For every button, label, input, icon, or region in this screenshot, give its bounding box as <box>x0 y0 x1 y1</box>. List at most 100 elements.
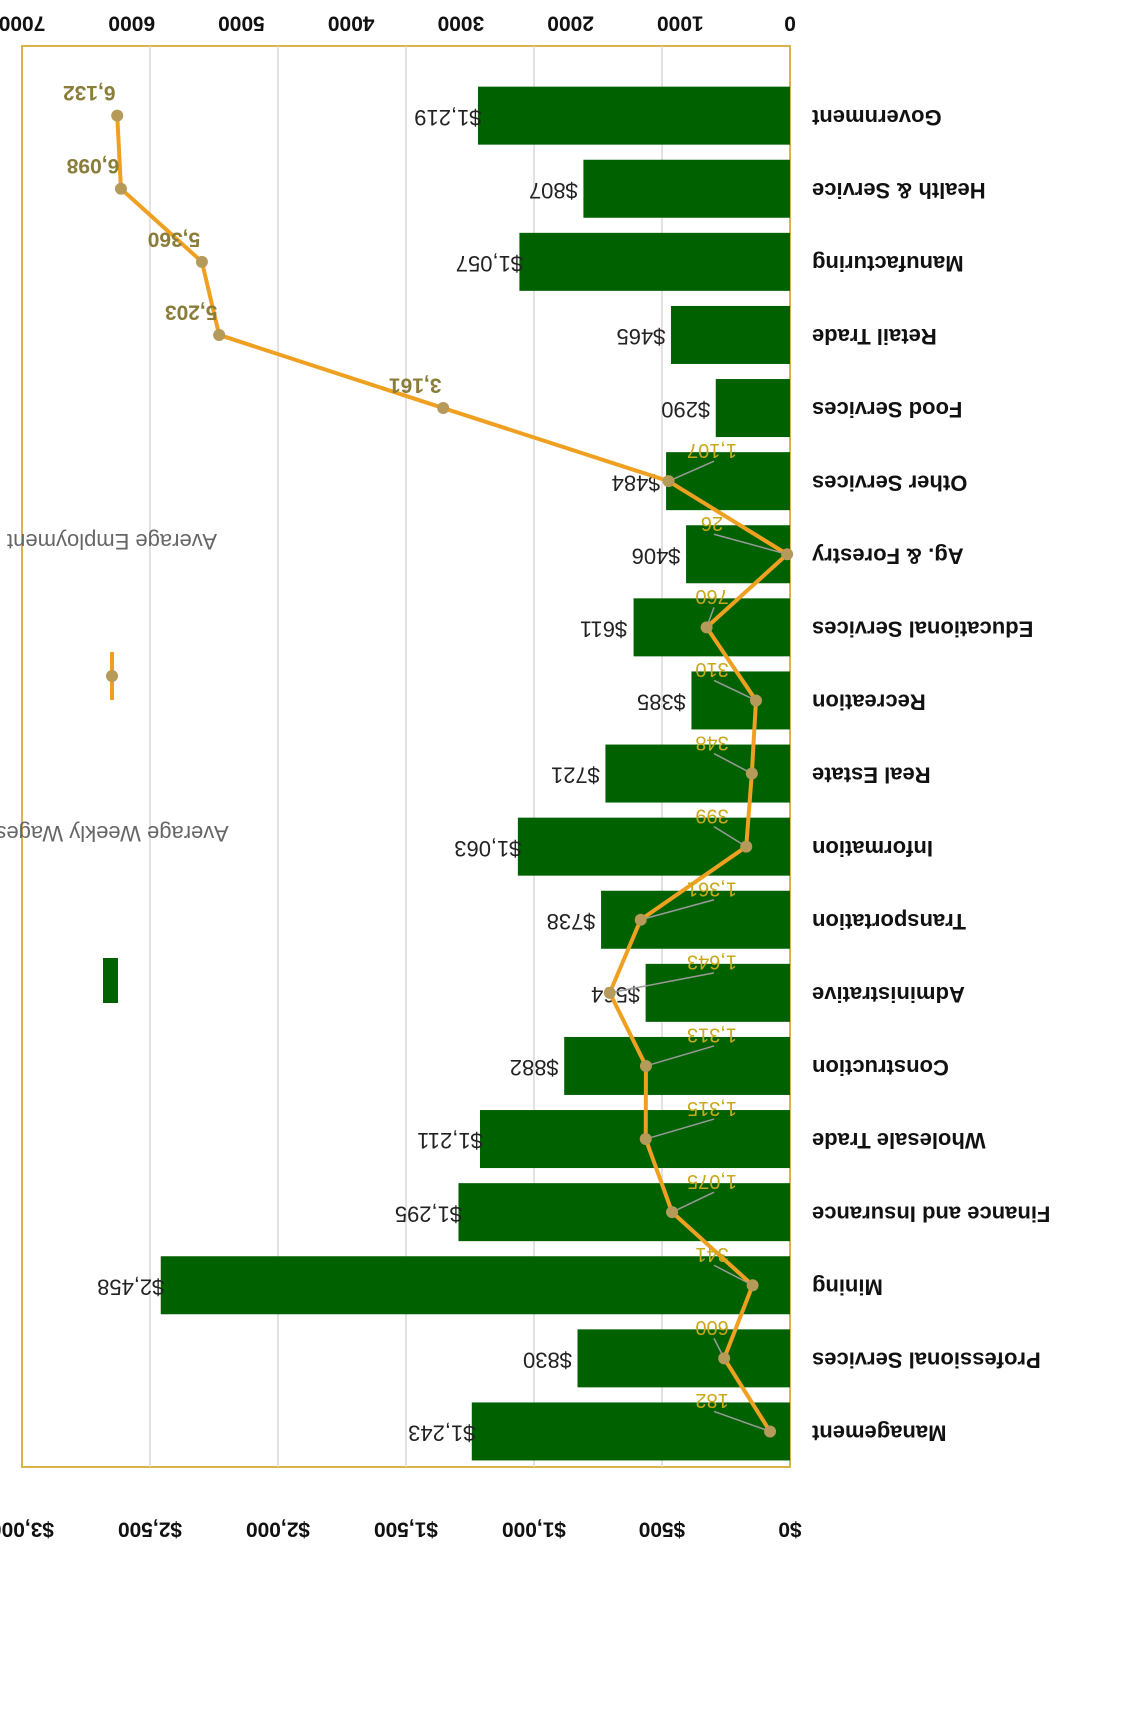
category-label: Retail Trade <box>812 324 937 349</box>
bar <box>666 452 790 511</box>
bar <box>458 1183 790 1242</box>
bar-value-label: $1,243 <box>408 1421 475 1446</box>
legend-swatch-marker <box>106 670 118 682</box>
line-value-label: 399 <box>695 804 728 826</box>
line-value-label: 1,075 <box>687 1170 737 1192</box>
category-label: Construction <box>812 1055 949 1080</box>
line-marker <box>700 621 713 634</box>
category-label: Management <box>811 1421 946 1446</box>
bar <box>471 1402 790 1461</box>
bar-value-label: $465 <box>616 324 665 349</box>
leader-line <box>713 1264 753 1286</box>
bar <box>477 86 790 145</box>
legend: Average Weekly Wages Average Employment <box>0 529 229 1003</box>
line-marker <box>634 913 647 926</box>
category-label: Real Estate <box>812 763 931 788</box>
category-label: Manufacturing <box>812 251 964 276</box>
leader-line <box>713 679 757 702</box>
bar <box>160 1256 790 1315</box>
leader-line <box>713 1410 771 1433</box>
bar <box>479 1110 790 1169</box>
bar-value-label: $882 <box>510 1055 559 1080</box>
bar-value-label: $290 <box>661 397 710 422</box>
primary-tick-label: $3,000 <box>0 1517 54 1540</box>
line-marker <box>746 1279 759 1292</box>
line-value-label: 760 <box>695 585 728 607</box>
secondary-tick-label: 1000 <box>657 11 704 34</box>
leader-line <box>645 1118 715 1140</box>
line-value-label: 1,361 <box>687 877 737 899</box>
line-value-label: 1,107 <box>687 439 737 461</box>
line-value-label: 6,098 <box>66 154 119 177</box>
bar-value-label: $1,211 <box>417 1128 483 1153</box>
line-marker <box>781 548 794 561</box>
secondary-tick-label: 0 <box>784 11 796 34</box>
secondary-tick-label: 4000 <box>328 11 375 34</box>
bar-value-label: $1,057 <box>456 251 523 276</box>
bar-value-label: $1,063 <box>454 836 521 861</box>
category-axis: Management Professional Services Mining Fin… <box>811 105 1050 1446</box>
line-marker <box>749 694 762 707</box>
leader-line <box>671 1191 715 1213</box>
bar <box>577 1329 790 1388</box>
line-value-label: 26 <box>701 512 723 534</box>
category-label: Educational Services <box>812 617 1033 642</box>
bar <box>605 744 790 803</box>
leader-line <box>713 533 788 555</box>
category-label: Health & Service <box>812 178 986 203</box>
bar <box>564 1036 790 1095</box>
bar-value-label: $385 <box>637 690 686 715</box>
secondary-tick-label: 2000 <box>547 11 594 34</box>
bar-value-labels: $1,243$830$2,458$1,295$1,211$882$564$738… <box>97 105 710 1446</box>
primary-tick-label: $0 <box>778 1517 801 1540</box>
category-label: Administrative <box>812 982 965 1007</box>
category-label: Professional Services <box>812 1348 1041 1373</box>
secondary-tick-label: 7000 <box>0 11 45 34</box>
leader-line <box>713 752 753 775</box>
line-markers <box>111 109 794 1438</box>
line-value-label: 1,315 <box>687 1097 737 1119</box>
category-label: Food Services <box>812 397 962 422</box>
line-marker <box>639 1133 652 1146</box>
legend-label-wages: Average Weekly Wages <box>0 821 229 846</box>
category-label: Finance and Insurance <box>812 1201 1050 1226</box>
bar-value-label: $1,295 <box>395 1201 462 1226</box>
primary-tick-label: $500 <box>639 1517 686 1540</box>
bar-value-label: $807 <box>529 178 578 203</box>
category-label: Other Services <box>812 470 967 495</box>
primary-tick-label: $2,000 <box>246 1517 310 1540</box>
line-marker <box>213 328 226 341</box>
bar <box>670 305 790 364</box>
line-marker <box>662 475 675 488</box>
leader-line <box>609 972 715 994</box>
line-marker <box>718 1352 731 1365</box>
bar-value-label: $406 <box>632 543 681 568</box>
line-marker <box>111 109 124 122</box>
category-label: Government <box>811 105 941 130</box>
leader-line <box>645 1045 715 1067</box>
line-value-label: 1,313 <box>687 1024 737 1046</box>
leader-line <box>713 826 747 848</box>
line-marker <box>114 182 127 195</box>
line-marker <box>666 1206 679 1219</box>
category-label: Ag. & Forestry <box>811 543 963 568</box>
secondary-tick-label: 3000 <box>437 11 484 34</box>
secondary-tick-label: 5000 <box>218 11 265 34</box>
line-value-label: 341 <box>695 1243 728 1265</box>
bar-value-label: $611 <box>580 617 627 642</box>
secondary-tick-label: 6000 <box>108 11 155 34</box>
primary-tick-label: $2,500 <box>118 1517 182 1540</box>
bar-value-label: $830 <box>523 1348 572 1373</box>
line-value-labels: 182 600 341 1,075 1,315 1,313 1,643 1,361 399 348… <box>63 81 788 1433</box>
line-value-label: 6,132 <box>63 81 116 104</box>
line-marker <box>740 840 753 853</box>
primary-tick-label: $1,000 <box>502 1517 566 1540</box>
line-value-label: 310 <box>695 658 728 680</box>
bar <box>583 159 790 218</box>
leader-line <box>640 899 715 921</box>
line-marker <box>437 402 450 415</box>
bar <box>645 963 790 1022</box>
category-label: Wholesale Trade <box>812 1128 986 1153</box>
category-label: Recreation <box>812 690 926 715</box>
